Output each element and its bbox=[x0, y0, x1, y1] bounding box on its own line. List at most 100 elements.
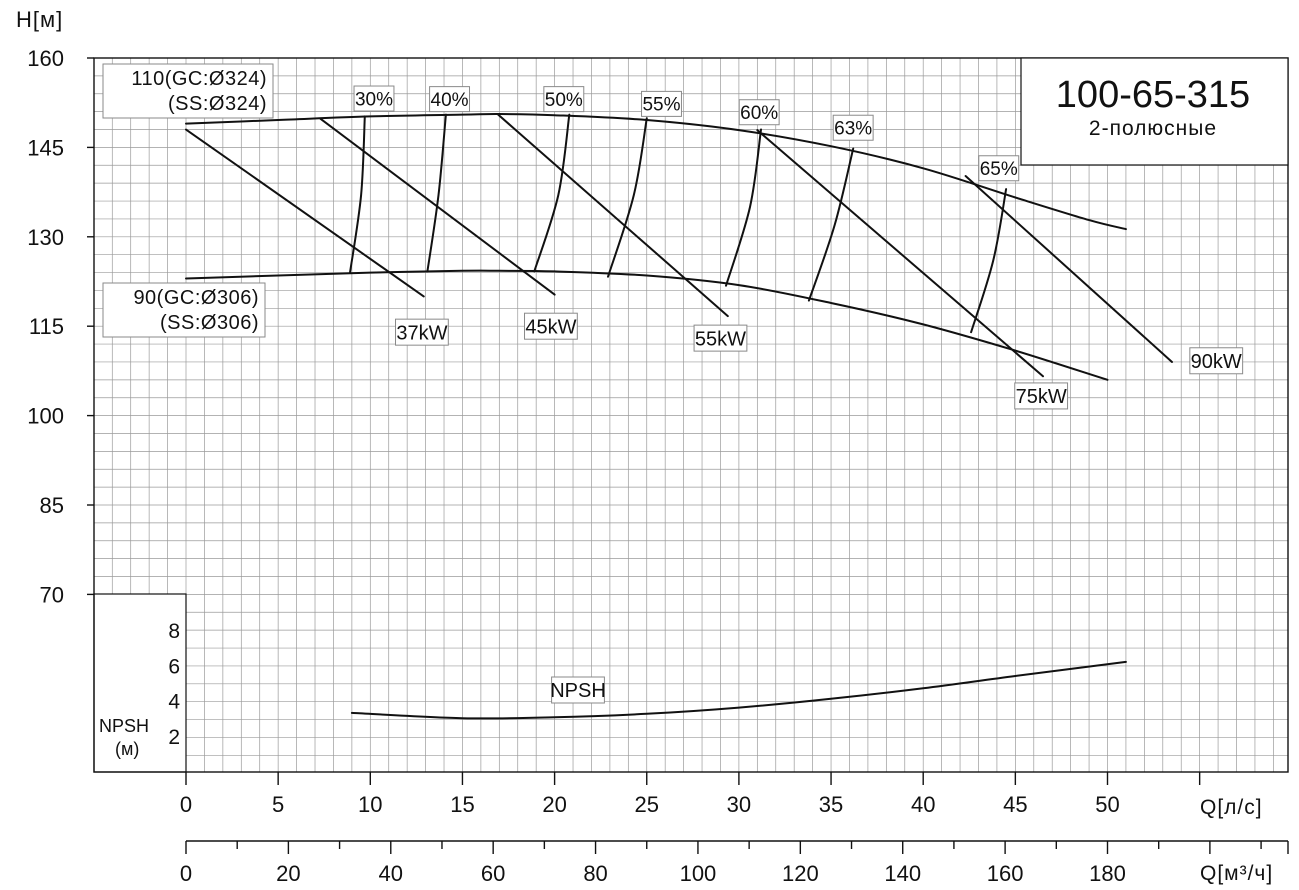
power-line bbox=[496, 113, 729, 318]
efficiency-label: 30% bbox=[353, 85, 395, 112]
power-label: 90kW bbox=[1189, 347, 1244, 375]
npsh-tick-label: 6 bbox=[168, 655, 180, 678]
efficiency-label: 63% bbox=[832, 114, 874, 141]
y-tick-label: 70 bbox=[40, 582, 64, 607]
x-tick-label: 5 bbox=[272, 792, 284, 817]
efficiency-label-text: 55% bbox=[642, 95, 680, 116]
x-tick-label: 25 bbox=[635, 792, 659, 817]
npsh-tick-label: 8 bbox=[168, 620, 180, 643]
power-label-text: 45kW bbox=[525, 316, 576, 338]
efficiency-label-box bbox=[429, 86, 471, 113]
y-tick-label: 115 bbox=[29, 314, 64, 339]
efficiency-label-box bbox=[978, 155, 1020, 182]
efficiency-line bbox=[725, 128, 762, 287]
power-label-text: 37kW bbox=[396, 322, 447, 344]
x2-tick-label: 160 bbox=[987, 861, 1024, 886]
efficiency-label-text: 63% bbox=[834, 119, 872, 140]
efficiency-label-box bbox=[738, 99, 780, 126]
y-tick-label: 145 bbox=[27, 135, 64, 160]
efficiency-label: 40% bbox=[429, 86, 471, 113]
npsh-tick-label: 4 bbox=[168, 691, 180, 714]
x-tick-label: 35 bbox=[819, 792, 843, 817]
efficiency-line bbox=[533, 113, 571, 273]
x2-tick-label: 60 bbox=[481, 861, 505, 886]
efficiency-line bbox=[970, 188, 1008, 334]
curve-label-90-box bbox=[102, 282, 266, 338]
x2-tick-label: 140 bbox=[884, 861, 921, 886]
power-label-box bbox=[1014, 382, 1069, 410]
curve-label-90: 90(GC:Ø306) (SS:Ø306) bbox=[102, 282, 266, 338]
curve-label-110-line2: (SS:Ø324) bbox=[168, 93, 267, 115]
npsh-axis-label-1: NPSH bbox=[99, 716, 149, 736]
x2-tick-label: 120 bbox=[782, 861, 819, 886]
x-tick-label: 50 bbox=[1095, 792, 1119, 817]
curve-label-110-box bbox=[102, 63, 274, 119]
y-tick-label: 85 bbox=[40, 493, 64, 518]
x2-tick-label: 80 bbox=[583, 861, 607, 886]
npsh-curve-label: NPSH bbox=[550, 676, 606, 704]
efficiency-line bbox=[807, 147, 855, 302]
curve-layer bbox=[185, 112, 1174, 720]
x2-tick-label: 100 bbox=[680, 861, 717, 886]
power-label-box bbox=[395, 318, 449, 346]
title-box bbox=[1020, 57, 1289, 166]
efficiency-label-text: 40% bbox=[431, 90, 469, 111]
power-label: 37kW bbox=[395, 318, 449, 346]
power-label-box bbox=[1189, 347, 1244, 375]
efficiency-label-box bbox=[832, 114, 874, 141]
efficiency-label: 60% bbox=[738, 99, 780, 126]
x-tick-label: 45 bbox=[1003, 792, 1027, 817]
curve-label-110-line1: 110(GC:Ø324) bbox=[131, 68, 267, 90]
x-tick-label: 30 bbox=[727, 792, 751, 817]
npsh-axis-label-2: (м) bbox=[115, 739, 139, 759]
y-tick-label: 130 bbox=[27, 225, 64, 250]
y-tick-label: 100 bbox=[27, 404, 64, 429]
x-tick-label: 20 bbox=[542, 792, 566, 817]
x2-tick-label: 20 bbox=[276, 861, 300, 886]
curve-label-90-line1: 90(GC:Ø306) bbox=[133, 287, 259, 309]
x2-tick-label: 40 bbox=[379, 861, 403, 886]
efficiency-line bbox=[607, 117, 648, 278]
efficiency-label: 55% bbox=[641, 90, 682, 117]
efficiency-label: 50% bbox=[543, 86, 585, 113]
chart-subtitle: 2-полюсные bbox=[1089, 117, 1217, 140]
x2-axis-label: Q[м³/ч] bbox=[1200, 862, 1273, 885]
x-tick-label: 40 bbox=[911, 792, 935, 817]
y-tick-label: 160 bbox=[27, 46, 64, 71]
curve-label-90-line2: (SS:Ø306) bbox=[160, 312, 259, 334]
power-line bbox=[756, 129, 1044, 378]
efficiency-label-box bbox=[353, 85, 395, 112]
y-axis-label: H[м] bbox=[16, 7, 63, 32]
efficiency-label: 65% bbox=[978, 155, 1020, 182]
npsh-curve bbox=[350, 660, 1127, 720]
efficiency-label-text: 30% bbox=[355, 89, 393, 110]
power-label-text: 55kW bbox=[695, 328, 746, 350]
efficiency-line bbox=[349, 115, 366, 274]
efficiency-label-text: 50% bbox=[545, 90, 583, 111]
head-curve-90 bbox=[185, 269, 1109, 381]
label-layer: 37kW 45kW 55kW 75kW 90kW 30% 40% 50% 55% 60% 63% 65… bbox=[102, 63, 1244, 704]
efficiency-label-box bbox=[543, 86, 585, 113]
efficiency-line bbox=[426, 113, 447, 273]
npsh-curve-label-box bbox=[551, 676, 605, 704]
x-tick-label: 0 bbox=[180, 792, 192, 817]
npsh-tick-label: 2 bbox=[168, 726, 180, 749]
npsh-axis-panel bbox=[93, 593, 187, 773]
efficiency-label-box bbox=[641, 90, 682, 117]
power-label-text: 90kW bbox=[1191, 351, 1242, 373]
power-label-text: 75kW bbox=[1016, 386, 1067, 408]
curve-label-110: 110(GC:Ø324) (SS:Ø324) bbox=[102, 63, 274, 119]
power-label: 45kW bbox=[524, 312, 578, 340]
efficiency-label-text: 60% bbox=[740, 103, 778, 124]
x-axis-label: Q[л/с] bbox=[1200, 796, 1263, 819]
power-line bbox=[185, 128, 425, 298]
x2-tick-label: 0 bbox=[180, 861, 192, 886]
efficiency-label-text: 65% bbox=[980, 159, 1018, 180]
npsh-curve-label-text: NPSH bbox=[550, 680, 606, 702]
power-label: 75kW bbox=[1014, 382, 1069, 410]
grid-layer bbox=[93, 57, 1288, 773]
x2-tick-label: 180 bbox=[1089, 861, 1126, 886]
power-label-box bbox=[693, 324, 748, 352]
